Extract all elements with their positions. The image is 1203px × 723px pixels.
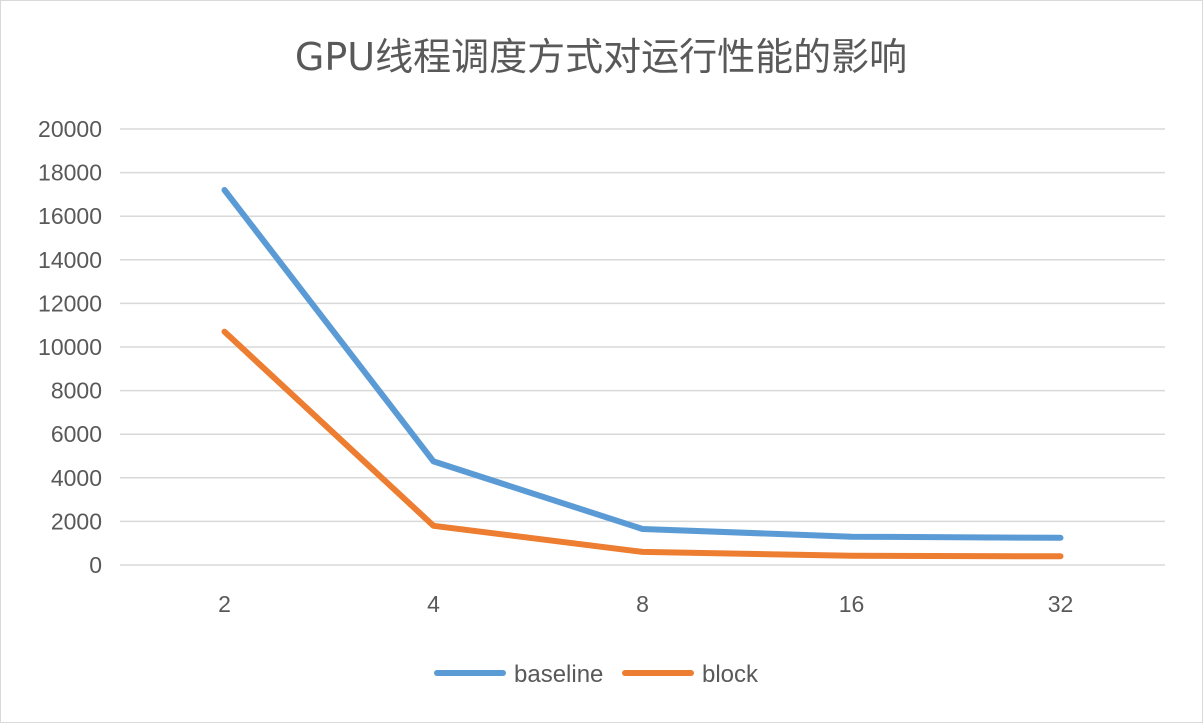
y-tick-label-10000: 10000 — [38, 334, 102, 360]
y-axis-ticks: 0 2000 4000 6000 8000 10000 12000 14000 16000 180… — [38, 116, 102, 578]
series-line-baseline — [221, 187, 1064, 541]
y-tick-label-20000: 20000 — [38, 116, 102, 142]
y-tick-label-12000: 12000 — [38, 290, 102, 316]
legend-label-block: block — [702, 661, 759, 688]
chart-title: GPU线程调度方式对运行性能的影响 — [295, 35, 907, 79]
gridlines — [120, 128, 1165, 566]
x-tick-label-4: 4 — [427, 591, 440, 617]
y-tick-label-4000: 4000 — [51, 465, 102, 491]
y-tick-label-6000: 6000 — [51, 421, 102, 447]
y-tick-label-14000: 14000 — [38, 247, 102, 273]
y-tick-label-0: 0 — [89, 552, 102, 578]
x-tick-label-32: 32 — [1048, 591, 1074, 617]
series-line-block — [221, 328, 1064, 560]
y-tick-label-8000: 8000 — [51, 378, 102, 404]
x-tick-label-8: 8 — [636, 591, 649, 617]
y-tick-label-2000: 2000 — [51, 508, 102, 534]
series-lines — [221, 187, 1064, 560]
y-tick-label-18000: 18000 — [38, 160, 102, 186]
x-tick-label-16: 16 — [839, 591, 865, 617]
legend-label-baseline: baseline — [514, 661, 603, 688]
x-axis-ticks: 2 4 8 16 32 — [218, 591, 1073, 617]
legend: baseline block — [434, 661, 759, 688]
y-tick-label-16000: 16000 — [38, 203, 102, 229]
x-tick-label-2: 2 — [218, 591, 231, 617]
